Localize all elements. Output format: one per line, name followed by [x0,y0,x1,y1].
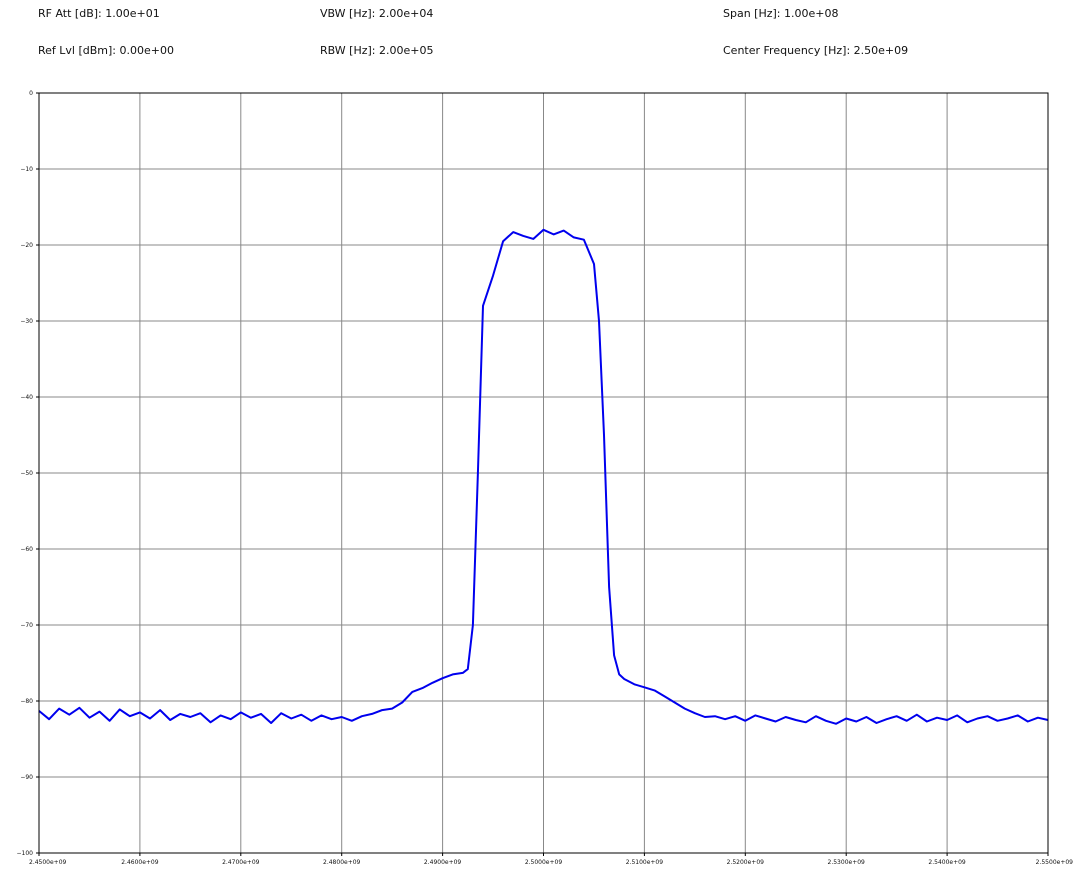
vbw-readout: VBW [Hz]: 2.00e+04 [320,7,434,20]
y-tick-label: 0 [29,90,33,97]
x-tick-labels: 2.4500e+09 2.4600e+09 2.4700e+09 2.4800e+09… [29,859,1073,866]
x-tick-label: 2.5200e+09 [727,859,765,866]
x-tick-label: 2.4500e+09 [29,859,67,866]
y-tick-label: −60 [20,546,33,553]
x-tick-label: 2.5400e+09 [928,859,966,866]
reference-level-readout: Ref Lvl [dBm]: 0.00e+00 [38,44,174,57]
y-tick-label: −10 [20,166,33,173]
y-tick-label: −40 [20,394,33,401]
plot-border [38,92,1049,854]
span-readout: Span [Hz]: 1.00e+08 [723,7,839,20]
center-frequency-readout: Center Frequency [Hz]: 2.50e+09 [723,44,909,57]
y-tick-label: −70 [20,622,33,629]
x-tick-label: 2.5100e+09 [626,859,664,866]
plot-grid [38,92,1049,854]
spectrum-trace-line [38,228,1049,725]
x-tick-label: 2.4700e+09 [222,859,260,866]
y-tick-label: −30 [20,318,33,325]
x-tick-label: 2.4900e+09 [424,859,462,866]
rbw-readout: RBW [Hz]: 2.00e+05 [320,44,434,57]
y-tick-labels: 0 −10 −20 −30 −40 −50 −60 −70 −80 −90 −100 [17,90,34,857]
x-tick-label: 2.5300e+09 [828,859,866,866]
x-tick-label: 2.4600e+09 [121,859,159,866]
y-tick-label: −90 [20,774,33,781]
plot-frame [36,92,1049,856]
y-tick-label: −50 [20,470,33,477]
x-tick-label: 2.4800e+09 [323,859,361,866]
trace-layer [38,228,1049,725]
y-tick-label: −100 [17,850,34,857]
y-tick-label: −80 [20,698,33,705]
y-tick-label: −20 [20,242,33,249]
x-tick-label: 2.5000e+09 [525,859,563,866]
x-tick-label: 2.5500e+09 [1036,859,1074,866]
rf-attenuation-readout: RF Att [dB]: 1.00e+01 [38,7,160,20]
